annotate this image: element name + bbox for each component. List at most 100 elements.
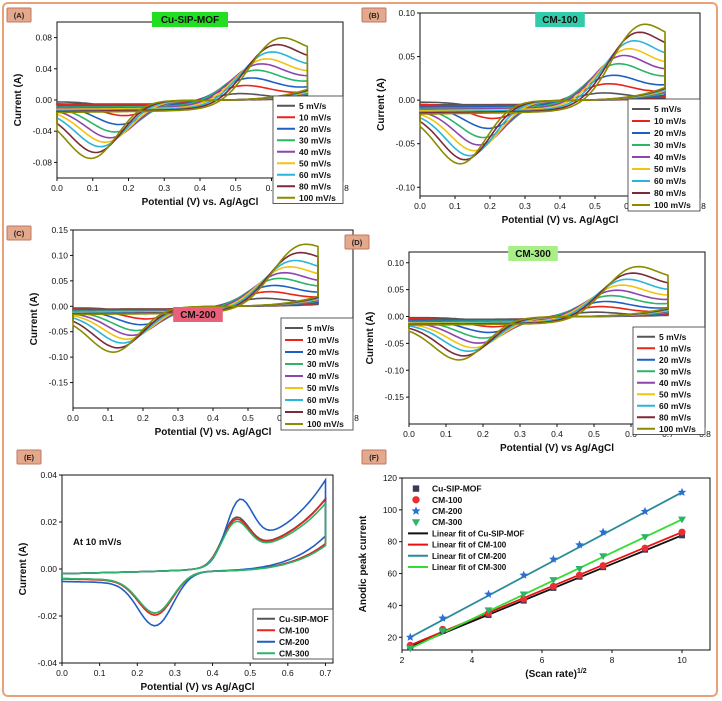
data-point-star xyxy=(406,632,415,641)
data-point-star xyxy=(598,527,608,536)
y-tick-label: 0.04 xyxy=(40,470,57,480)
legend-entry: 60 mV/s xyxy=(654,176,686,186)
x-tick-label: 0.3 xyxy=(169,668,181,678)
x-tick-label: 4 xyxy=(470,655,475,665)
y-axis-label: Current (A) xyxy=(365,312,376,365)
x-tick-label: 0.1 xyxy=(94,668,106,678)
y-axis-label: Anodic peak current xyxy=(358,515,369,612)
y-tick-label: 0.10 xyxy=(387,258,404,268)
y-tick-label: -0.05 xyxy=(396,139,416,149)
x-axis-label: Potential (V) vs. Ag/AgCl xyxy=(502,215,619,226)
legend-entry: 10 mV/s xyxy=(307,335,339,345)
x-tick-label: 0.1 xyxy=(102,413,114,423)
data-point-circle xyxy=(678,528,686,536)
y-tick-label: -0.15 xyxy=(385,392,405,402)
legend-entry: 60 mV/s xyxy=(307,395,339,405)
x-tick-label: 0.1 xyxy=(87,183,99,193)
data-point-star xyxy=(677,487,687,496)
chart-title-box xyxy=(152,12,228,27)
x-tick-label: 0.5 xyxy=(588,429,600,439)
chart-title: CM-100 xyxy=(542,15,578,26)
data-point-star xyxy=(640,506,650,516)
data-point-star xyxy=(484,589,493,598)
y-tick-label: -0.05 xyxy=(385,338,405,348)
y-tick-label: 0.08 xyxy=(35,33,52,43)
panel-label-box xyxy=(6,7,32,23)
cv-curve xyxy=(419,54,666,146)
legend-fit-entry: Linear fit of CM-100 xyxy=(432,541,507,550)
x-tick-label: 0.0 xyxy=(414,201,426,211)
legend-entry: 40 mV/s xyxy=(299,147,331,157)
data-point-triangle xyxy=(519,591,528,599)
x-tick-label: 0.5 xyxy=(244,668,256,678)
legend-entry: CM-300 xyxy=(279,648,310,658)
linear-fit-line xyxy=(409,491,683,639)
y-tick-label: 100 xyxy=(383,505,397,515)
panel-f: 2 4 6 8 10 20 40 60 80 100 120 (Scan rate)1/2 Anodic… xyxy=(358,449,711,680)
x-tick-label: 0.1 xyxy=(440,429,452,439)
y-tick-label: -0.10 xyxy=(385,365,405,375)
cv-curve xyxy=(419,39,666,157)
y-tick-label: 0.00 xyxy=(398,95,415,105)
panel-label: (A) xyxy=(14,11,25,20)
legend-entry: 80 mV/s xyxy=(307,407,339,417)
panel-a: 0.00.10.20.30.40.50.60.70.8-0.08-0.040.0… xyxy=(6,7,349,208)
legend-entry: 40 mV/s xyxy=(307,371,339,381)
y-tick-label: 120 xyxy=(383,473,397,483)
data-point-square xyxy=(412,485,420,492)
x-tick-label: 0.2 xyxy=(484,201,496,211)
x-axis-label: Potential (V) vs Ag/AgCl xyxy=(140,682,254,693)
cv-curve-10mvs xyxy=(61,501,327,614)
data-point-circle xyxy=(641,544,649,552)
legend-box xyxy=(252,608,334,660)
y-axis-label: Current (A) xyxy=(29,293,40,346)
y-tick-label: -0.05 xyxy=(49,327,69,337)
x-axis-label-superscript: 1/2 xyxy=(577,668,587,675)
y-tick-label: 0.00 xyxy=(51,301,68,311)
x-tick-label: 10 xyxy=(677,655,687,665)
chart-title: Cu-SIP-MOF xyxy=(161,15,219,26)
legend-entry: 100 mV/s xyxy=(299,193,336,203)
legend-entry: 20 mV/s xyxy=(299,124,331,134)
x-tick-label: 0.0 xyxy=(56,668,68,678)
cv-curve-10mvs xyxy=(61,496,327,614)
panel-label: (E) xyxy=(24,453,35,462)
panel-e: 0.0 0.1 0.2 0.3 0.4 0.5 0.6 0.7 -0.04 -0.02 0.00 0.… xyxy=(16,449,334,693)
legend-entry: 5 mV/s xyxy=(654,104,682,114)
legend-entry: Cu-SIP-MOF xyxy=(432,484,482,494)
data-point-triangle xyxy=(575,565,584,573)
legend-entry: 20 mV/s xyxy=(307,347,339,357)
y-tick-label: 0.05 xyxy=(387,285,404,295)
data-point-triangle xyxy=(549,577,558,584)
data-point-triangle xyxy=(599,553,608,561)
x-tick-label: 0.0 xyxy=(403,429,415,439)
x-tick-label: 0.2 xyxy=(137,413,149,423)
legend-entry: 50 mV/s xyxy=(307,383,339,393)
legend-entry: 80 mV/s xyxy=(654,188,686,198)
data-point-circle xyxy=(575,571,583,579)
x-tick-label: 0.4 xyxy=(207,668,219,678)
x-tick-label: 0.1 xyxy=(449,201,461,211)
legend-fit-entry: Linear fit of CM-200 xyxy=(432,552,507,561)
legend-entry: 40 mV/s xyxy=(654,152,686,162)
x-tick-label: 0.4 xyxy=(551,429,563,439)
y-tick-label: 0.10 xyxy=(51,250,68,260)
legend-entry: 5 mV/s xyxy=(299,101,327,111)
legend-entry: 100 mV/s xyxy=(659,424,696,434)
legend-entry: 100 mV/s xyxy=(654,200,691,210)
cv-curve xyxy=(419,83,666,120)
x-tick-label: 0.2 xyxy=(477,429,489,439)
cv-curve xyxy=(56,36,309,160)
x-axis-label: (Scan rate)1/2 xyxy=(525,668,587,680)
data-point-triangle xyxy=(406,645,415,653)
cv-curve-10mvs xyxy=(61,477,327,627)
cv-curve xyxy=(419,31,666,161)
data-point-circle xyxy=(520,595,528,603)
annotation: At 10 mV/s xyxy=(73,537,122,548)
y-tick-label: 0.00 xyxy=(35,95,52,105)
plot-area xyxy=(401,477,711,651)
data-point-star xyxy=(438,613,447,622)
data-point-triangle xyxy=(411,519,421,527)
legend-entry: 10 mV/s xyxy=(654,116,686,126)
panel-c: 0.00.10.20.30.40.50.60.70.8-0.15-0.10-0.… xyxy=(6,225,359,438)
